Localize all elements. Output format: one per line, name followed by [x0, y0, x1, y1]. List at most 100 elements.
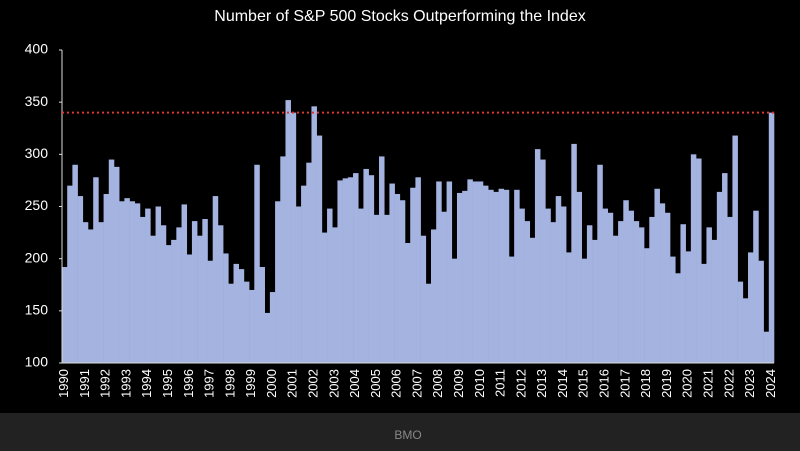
bar — [327, 208, 333, 363]
bar — [524, 221, 531, 363]
bar — [467, 179, 473, 363]
bar — [696, 158, 702, 363]
x-tick-label: 2016 — [597, 369, 612, 398]
bar — [644, 248, 650, 363]
bar — [197, 235, 203, 363]
bar — [399, 200, 406, 363]
x-tick-label: 2007 — [409, 369, 424, 398]
x-tick-label: 1990 — [56, 369, 71, 398]
x-tick-label: 1991 — [77, 369, 92, 398]
x-tick-label: 1993 — [118, 369, 133, 398]
bar — [571, 143, 577, 363]
footer-bar — [0, 413, 800, 451]
x-tick-label: 1998 — [222, 369, 237, 398]
bar — [602, 208, 608, 363]
bar — [451, 258, 458, 363]
bar — [342, 178, 349, 363]
bar — [306, 162, 312, 363]
bar — [363, 168, 369, 363]
bar — [389, 183, 395, 363]
bar — [529, 237, 536, 363]
x-tick-label: 2010 — [472, 369, 487, 398]
x-tick-label: 2003 — [326, 369, 341, 398]
bar — [353, 173, 359, 363]
x-tick-label: 2015 — [576, 369, 591, 398]
bar — [67, 185, 73, 363]
bar — [508, 256, 515, 363]
bar — [706, 227, 712, 363]
bar — [675, 273, 681, 363]
bar — [358, 208, 364, 363]
bar — [711, 239, 718, 363]
source: BMO — [394, 428, 421, 442]
x-tick-label: 1992 — [98, 369, 113, 398]
bar — [430, 229, 437, 363]
bar — [768, 112, 775, 363]
y-tick-label: 250 — [25, 197, 49, 213]
bar — [259, 267, 265, 363]
bar — [191, 221, 198, 363]
bar — [332, 227, 338, 363]
bar — [685, 251, 692, 363]
y-tick-label: 150 — [25, 302, 49, 318]
bar — [623, 200, 629, 363]
bar — [254, 164, 260, 363]
bar — [93, 177, 99, 363]
bar — [612, 235, 619, 363]
bar — [207, 260, 214, 363]
bar — [410, 187, 416, 363]
bar — [545, 208, 551, 363]
bar — [108, 159, 115, 363]
bar — [129, 201, 136, 363]
bar — [722, 173, 728, 363]
bar — [748, 252, 754, 363]
bar — [659, 203, 666, 363]
bar — [384, 214, 390, 363]
x-tick-label: 1997 — [202, 369, 217, 398]
x-tick-label: 2024 — [763, 369, 778, 398]
x-tick-label: 2020 — [680, 369, 695, 398]
bar — [176, 227, 182, 363]
bar — [680, 224, 686, 363]
bar — [160, 225, 167, 363]
x-tick-label: 2011 — [493, 369, 508, 397]
bar — [113, 166, 120, 363]
bar — [758, 260, 764, 363]
bar — [477, 181, 484, 363]
bar — [607, 212, 614, 363]
bar — [155, 206, 162, 363]
x-tick-label: 2012 — [513, 369, 528, 398]
bar — [472, 181, 479, 363]
bar — [493, 191, 499, 363]
bar — [488, 189, 494, 363]
bar — [217, 225, 224, 363]
bar — [186, 254, 193, 363]
bar — [763, 331, 770, 363]
bar — [753, 210, 759, 363]
bar — [301, 185, 307, 363]
bar — [212, 196, 219, 363]
bar — [264, 312, 271, 363]
bar — [269, 292, 276, 363]
bar — [87, 229, 94, 363]
bar — [98, 222, 104, 363]
bar — [368, 175, 375, 363]
bar — [202, 219, 208, 363]
x-tick-label: 2009 — [451, 369, 466, 398]
x-tick-label: 1999 — [243, 369, 258, 398]
bar — [742, 298, 749, 363]
y-tick-label: 300 — [25, 145, 49, 161]
bar — [638, 227, 645, 363]
bar — [415, 177, 421, 363]
bar — [649, 216, 655, 363]
bar — [446, 181, 453, 363]
x-tick-label: 2000 — [264, 369, 279, 398]
y-tick-label: 100 — [25, 354, 49, 370]
bar — [405, 243, 411, 363]
bar — [82, 222, 89, 363]
bar — [290, 112, 297, 363]
bar — [576, 191, 583, 363]
bar — [295, 206, 302, 363]
y-tick-label: 200 — [25, 249, 49, 265]
